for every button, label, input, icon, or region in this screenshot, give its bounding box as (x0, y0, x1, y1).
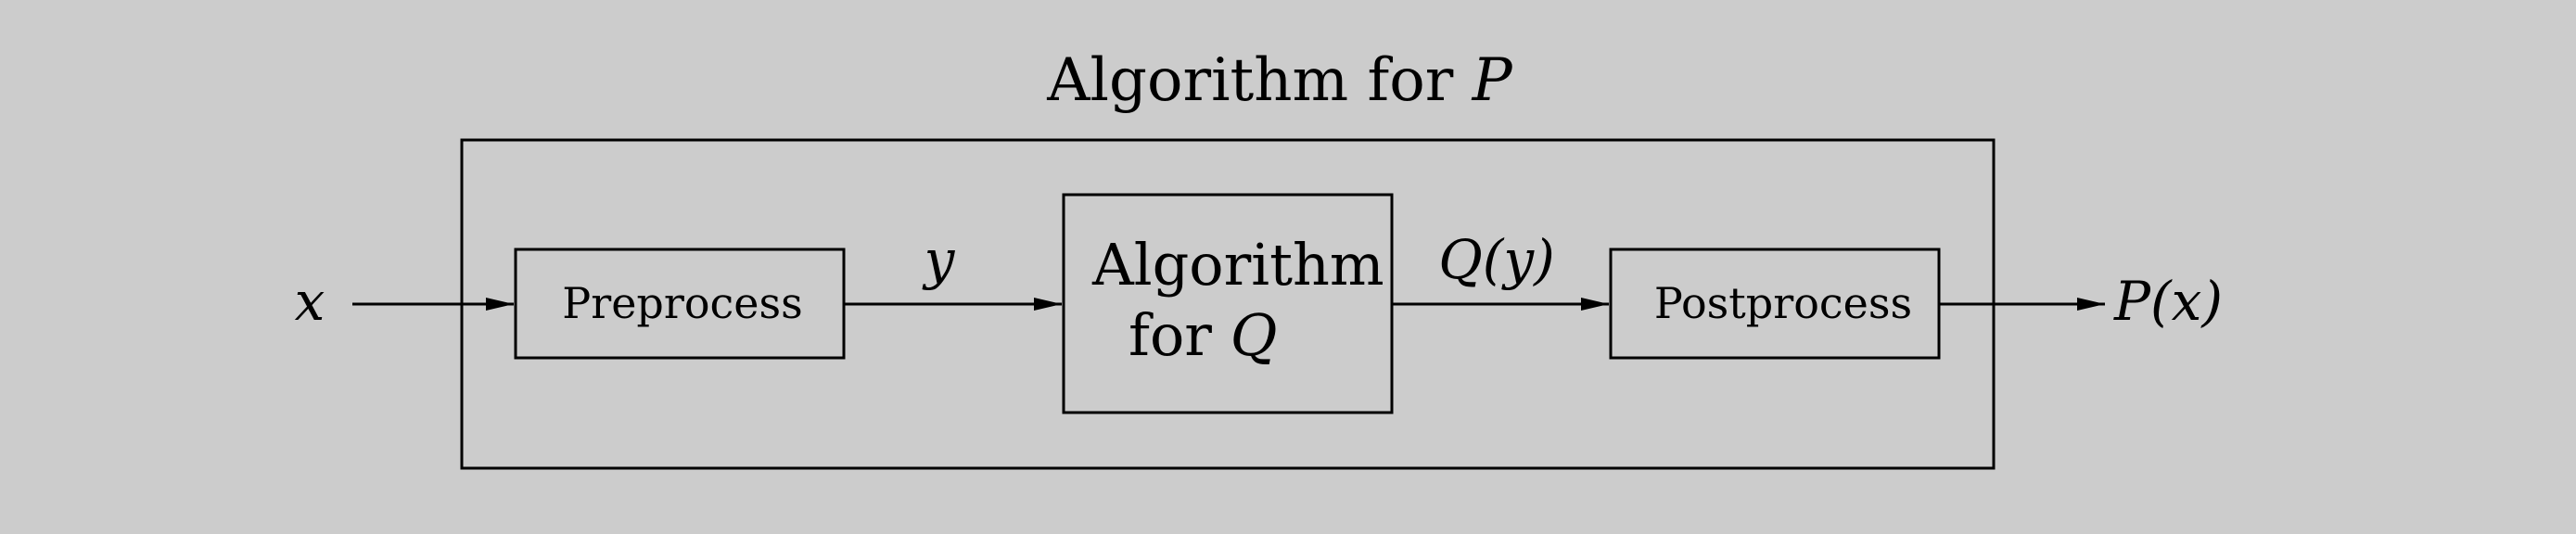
algorithm-q-line2: for Q (1129, 301, 1277, 369)
algorithm-q-line1: Algorithm (1091, 231, 1384, 299)
diagram-title: Algorithm for P (1046, 46, 1512, 115)
postprocess-label: Postprocess (1654, 278, 1912, 328)
output-label: P(x) (2113, 270, 2223, 333)
edge-label-q-of-y: Q(y) (1438, 228, 1555, 291)
preprocess-label: Preprocess (562, 278, 803, 328)
input-label: x (295, 270, 325, 333)
edge-label-y: y (922, 228, 956, 291)
